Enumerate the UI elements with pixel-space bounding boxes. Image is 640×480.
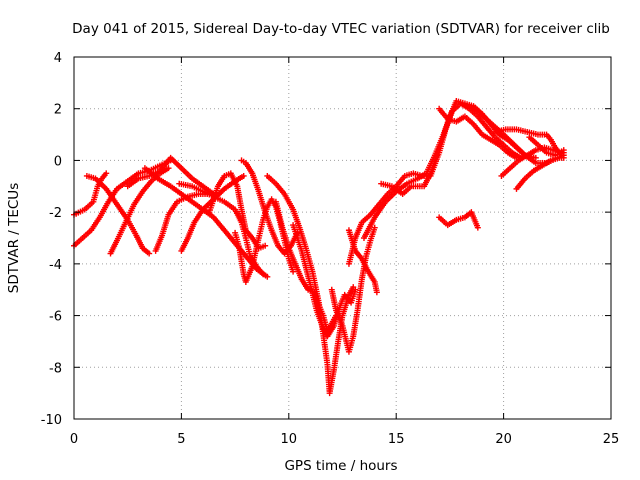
y-tick-label: -10 [41,413,62,428]
x-tick-label: 10 [281,432,298,447]
chart-title: Day 041 of 2015, Sidereal Day-to-day VTE… [72,21,610,37]
data-point [165,165,172,172]
data-point [560,149,567,156]
data-point [434,152,441,159]
y-tick-label: -4 [49,258,62,273]
series-track-20 [378,152,441,198]
series-track-21 [436,105,520,161]
y-tick-label: 2 [54,103,62,118]
data-point [146,250,153,257]
data-point [262,242,269,249]
y-tick-label: -2 [49,206,62,221]
data-point [264,273,271,280]
series-track-4 [107,165,172,257]
series-track-10 [206,170,269,252]
x-tick-label: 0 [70,432,78,447]
series-track-26 [526,134,567,159]
data-point [560,154,567,161]
series-track-25 [513,154,567,192]
series-track-12 [238,157,301,257]
data-point [103,170,110,177]
y-tick-label: -6 [49,310,62,325]
series-track-16 [328,224,378,355]
y-tick-label: 0 [54,154,62,169]
series-track-24 [498,144,567,179]
x-tick-label: 25 [603,432,620,447]
data-point [373,289,380,296]
data-point [371,224,378,231]
series-track-15 [290,222,359,340]
x-tick-label: 20 [495,432,512,447]
data-marks [71,97,567,397]
x-tick-label: 5 [177,432,185,447]
series-track-3 [83,172,153,257]
series-track-7 [152,191,211,254]
data-point [260,271,267,278]
x-axis-label: GPS time / hours [284,458,397,474]
data-point [474,224,481,231]
axis-ticks: 0 5 10 15 20 25 -10 -8 -6 -4 -2 0 2 4 [41,51,620,447]
series-track-27 [436,209,481,231]
y-axis-label: SDTVAR / TECUs [6,183,22,293]
data-point [352,286,359,293]
data-point [290,268,297,275]
data-point [532,154,539,161]
series-track-8 [178,172,247,254]
x-tick-label: 15 [388,432,405,447]
grid [74,57,611,419]
data-point [240,172,247,179]
y-tick-label: 4 [54,51,62,66]
y-tick-label: -8 [49,361,62,376]
plot-frame [73,56,612,420]
